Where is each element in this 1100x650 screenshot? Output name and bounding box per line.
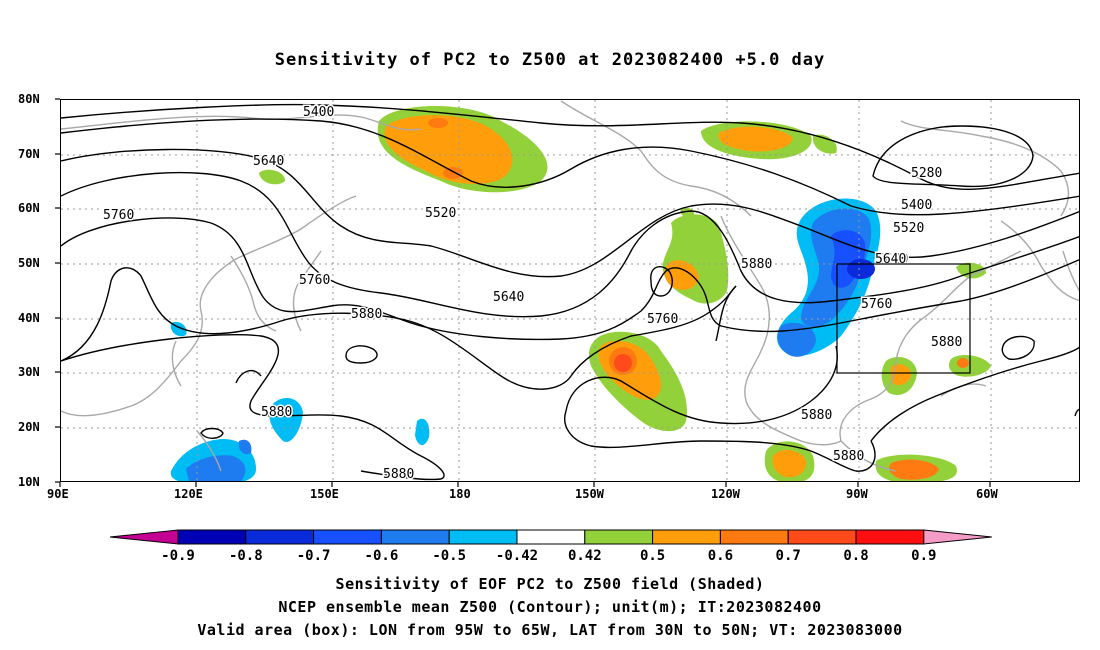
colorbar-segment [787, 529, 857, 545]
shaded-region-positive [957, 358, 969, 368]
contour-label: 5880 [801, 408, 832, 423]
colorbar-label: 0.8 [843, 548, 868, 564]
shaded-region-negative [269, 397, 303, 442]
lon-tick-label: 150W [575, 487, 604, 501]
lat-tick-label: 60N [18, 201, 40, 215]
lon-tick-label: 90E [47, 487, 69, 501]
colorbar-label: -0.7 [297, 548, 331, 564]
colorbar-label: -0.5 [432, 548, 466, 564]
contour-label: 5880 [741, 257, 772, 272]
colorbar-label: 0.42 [568, 548, 602, 564]
axis-ticks [55, 98, 991, 487]
contour-label: 5400 [303, 105, 334, 120]
colorbar-segment [177, 529, 247, 545]
colorbar-segment [245, 529, 315, 545]
shaded-region-positive [259, 169, 286, 185]
colorbar-segment [448, 529, 518, 545]
lon-tick-label: 90W [846, 487, 868, 501]
colorbar-segment [652, 529, 721, 545]
colorbar-segment [109, 529, 179, 545]
contour-label: 5880 [261, 405, 292, 420]
contour-label: 5760 [299, 273, 330, 288]
lat-tick-label: 20N [18, 420, 40, 434]
map-title: Sensitivity of PC2 to Z500 at 2023082400… [274, 50, 826, 70]
map-canvas: 5400 5640 5760 5520 5640 5880 5760 5640 … [61, 100, 1079, 482]
lon-tick-label: 150E [310, 487, 339, 501]
contour-label-group: 5400 5640 5760 5520 5640 5880 5760 5640 … [102, 104, 964, 482]
shaded-region-positive [889, 459, 939, 480]
colorbar-label: 0.6 [708, 548, 733, 564]
z500-contours [61, 103, 1079, 481]
map-panel: 5400 5640 5760 5520 5640 5880 5760 5640 … [60, 99, 1080, 482]
colorbar: -0.9 -0.8 -0.7 -0.6 -0.5 -0.42 0.42 0.5 0.6 0.7 0.… [109, 529, 992, 564]
shaded-region-positive [772, 449, 807, 478]
valid-area-box [836, 263, 971, 374]
shaded-region-negative [238, 439, 252, 455]
shaded-region-positive [680, 207, 695, 218]
shaded-region-positive [384, 115, 513, 185]
contour-label: 5400 [901, 198, 932, 213]
lat-tick-label: 30N [18, 365, 40, 379]
colorbar-segment [584, 529, 654, 545]
colorbar-label: -0.42 [496, 548, 538, 564]
contour-label: 5520 [893, 221, 924, 236]
shaded-region-negative [415, 418, 430, 446]
shaded-region-positive [443, 167, 463, 179]
contour-label: 5280 [911, 166, 942, 181]
contour-label: 5880 [351, 307, 382, 322]
lat-tick-label: 50N [18, 256, 40, 270]
contour-label: 5760 [861, 297, 892, 312]
colorbar-label: 0.5 [640, 548, 665, 564]
contour-label: 5880 [383, 467, 414, 482]
contour-label: 5640 [253, 154, 284, 169]
colorbar-label: -0.6 [365, 548, 399, 564]
shaded-region-positive [428, 118, 448, 128]
shaded-region-positive [718, 126, 793, 152]
lon-tick-label: 180 [449, 487, 471, 501]
colorbar-segment [719, 529, 789, 545]
footer-line-3: Valid area (box): LON from 95W to 65W, L… [197, 621, 903, 639]
sensitivity-shading [170, 106, 991, 481]
lon-tick-label: 120E [174, 487, 203, 501]
contour-label: 5760 [103, 208, 134, 223]
contour-label: 5760 [647, 312, 678, 327]
colorbar-label: -0.8 [229, 548, 263, 564]
colorbar-label: 0.9 [911, 548, 936, 564]
lat-tick-label: 70N [18, 147, 40, 161]
graticule [61, 100, 1079, 481]
colorbar-segment [313, 529, 382, 545]
footer-line-2: NCEP ensemble mean Z500 (Contour); unit(… [278, 598, 822, 616]
colorbar-segment [516, 529, 586, 545]
contour-label: 5520 [425, 206, 456, 221]
shaded-region-positive [614, 354, 632, 372]
lon-tick-label: 120W [711, 487, 740, 501]
colorbar-segment [855, 529, 925, 545]
colorbar-segment [923, 529, 992, 545]
colorbar-label: -0.9 [161, 548, 195, 564]
lon-tick-label: 60W [976, 487, 998, 501]
lat-tick-label: 80N [18, 92, 40, 106]
contour-label: 5880 [833, 449, 864, 464]
shaded-region-negative [186, 455, 246, 481]
colorbar-label: 0.7 [776, 548, 801, 564]
footer-line-1: Sensitivity of EOF PC2 to Z500 field (Sh… [335, 575, 765, 593]
contour-label: 5640 [493, 290, 524, 305]
lat-tick-label: 10N [18, 475, 40, 489]
colorbar-segment [380, 529, 450, 545]
contour-label: 5880 [931, 335, 962, 350]
lat-tick-label: 40N [18, 311, 40, 325]
